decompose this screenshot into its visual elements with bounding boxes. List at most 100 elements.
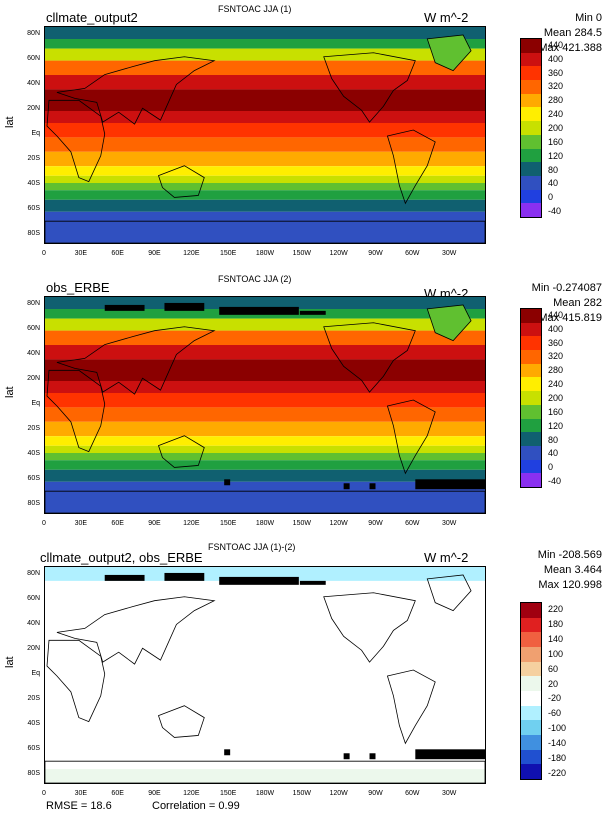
missing-data-block [104, 574, 145, 581]
field-band [45, 123, 485, 138]
case-name: obs_ERBE [46, 280, 110, 295]
coastline [386, 129, 436, 205]
stat-max: Max 120.998 [538, 579, 602, 591]
missing-data-block [224, 479, 231, 486]
stats-box: Min -0.274087 Mean 282 Max 415.819 [532, 281, 602, 326]
colorbar-swatch [521, 189, 541, 204]
missing-data-block [343, 753, 350, 760]
diff-band-antarctic [45, 769, 485, 783]
coastline [157, 165, 205, 198]
case-name: cllmate_output2, obs_ERBE [40, 550, 203, 565]
colorbar-level-label: -40 [548, 476, 562, 487]
colorbar-swatch [521, 336, 541, 351]
stat-mean: Mean 284.5 [543, 27, 602, 39]
lat-tick-label: 40S [27, 720, 40, 727]
missing-data-block [343, 483, 350, 490]
units-label: W m^-2 [424, 550, 469, 565]
colorbar-swatch [521, 764, 541, 779]
lon-tick-label: 30W [441, 520, 457, 527]
colorbar-level-label: 220 [548, 604, 564, 615]
colorbar-swatch [521, 93, 541, 108]
colorbar-level-label: 240 [548, 379, 564, 390]
lat-tick-label: 60N [27, 595, 40, 602]
stat-mean: Mean 3.464 [543, 564, 602, 576]
lat-tick-label: 40S [27, 180, 40, 187]
stat-max: Max 421.388 [538, 42, 602, 54]
field-band [45, 175, 485, 183]
colorbar-swatch [521, 418, 541, 433]
field-band [45, 60, 485, 75]
lon-tick-label: 30E [74, 520, 88, 527]
field-band [45, 359, 485, 381]
coastline [426, 304, 472, 342]
field-band [45, 407, 485, 422]
field-band [45, 211, 485, 243]
colorbar-level-label: 160 [548, 406, 564, 417]
colorbar-level-label: 200 [548, 123, 564, 133]
colorbar-swatch [521, 363, 541, 378]
lon-tick-label: 180W [255, 250, 275, 257]
colorbar-swatch [521, 459, 541, 474]
lat-tick-label: 20S [27, 695, 40, 702]
lon-tick-label: 30E [74, 250, 88, 257]
field-band [45, 481, 485, 513]
coastline [157, 435, 205, 468]
colorbar-level-label: 320 [548, 81, 564, 92]
colorbar-swatch [521, 39, 541, 53]
units-label: W m^-2 [424, 10, 469, 25]
coastline [386, 399, 436, 475]
colorbar-level-label: 120 [548, 420, 564, 431]
colorbar-level-label: 60 [548, 663, 559, 674]
coastline [426, 574, 472, 612]
colorbar-level-label: 100 [548, 648, 564, 659]
field-band [45, 190, 485, 200]
map-plot [44, 296, 486, 514]
colorbar-swatch [521, 52, 541, 67]
colorbar-level-label: 160 [548, 136, 564, 147]
colorbar-swatch [521, 107, 541, 122]
colorbar-level-label: 360 [548, 337, 564, 348]
coastline [46, 99, 106, 183]
lat-tick-label: 80S [27, 230, 40, 237]
lon-tick-label: 120E [183, 520, 200, 527]
panel-model: cllmate_output2 FSNTOAC JJA (1) W m^-2 M… [0, 0, 606, 270]
rmse-label: RMSE = 18.6 [46, 800, 112, 812]
colorbar [520, 602, 542, 780]
lon-tick-label: 60E [111, 790, 124, 797]
missing-data-block [415, 749, 485, 760]
lon-tick-label: 120W [329, 250, 348, 257]
colorbar-level-label: -60 [548, 708, 562, 719]
stats-box: Min -208.569 Mean 3.464 Max 120.998 [538, 548, 602, 593]
colorbar-swatch [521, 66, 541, 81]
missing-data-block [299, 580, 326, 585]
map-canvas [45, 297, 485, 513]
coastline [45, 760, 485, 783]
missing-data-block [164, 302, 205, 311]
colorbar-level-label: 240 [548, 109, 564, 120]
field-band [45, 345, 485, 360]
colorbar-level-label: 400 [548, 53, 564, 64]
map-canvas [45, 567, 485, 783]
colorbar-level-label: 40 [548, 178, 559, 189]
plot-title: FSNTOAC JJA (1)-(2) [208, 542, 296, 552]
colorbar-swatch [521, 391, 541, 405]
field-band [45, 393, 485, 408]
missing-data-block [299, 310, 326, 315]
lon-tick-label: 150W [292, 790, 311, 797]
lat-tick-label: 80N [27, 30, 40, 37]
colorbar-swatch [521, 690, 541, 706]
lat-tick-label: 40S [27, 450, 40, 457]
lon-tick-label: 120E [183, 790, 200, 797]
colorbar-level-label: -40 [548, 206, 562, 217]
coastline [426, 34, 472, 72]
lat-tick-label: 60N [27, 325, 40, 332]
lon-tick-label: 0 [42, 250, 46, 257]
lat-tick-label: 20N [27, 375, 40, 382]
colorbar-level-label: 80 [548, 164, 559, 175]
lat-tick-label: 60S [27, 475, 40, 482]
case-name: cllmate_output2 [46, 10, 138, 25]
coastline [323, 52, 416, 123]
colorbar-level-label: 80 [548, 434, 559, 445]
colorbar-level-label: 400 [548, 323, 564, 334]
lat-tick-label: 80N [27, 570, 40, 577]
